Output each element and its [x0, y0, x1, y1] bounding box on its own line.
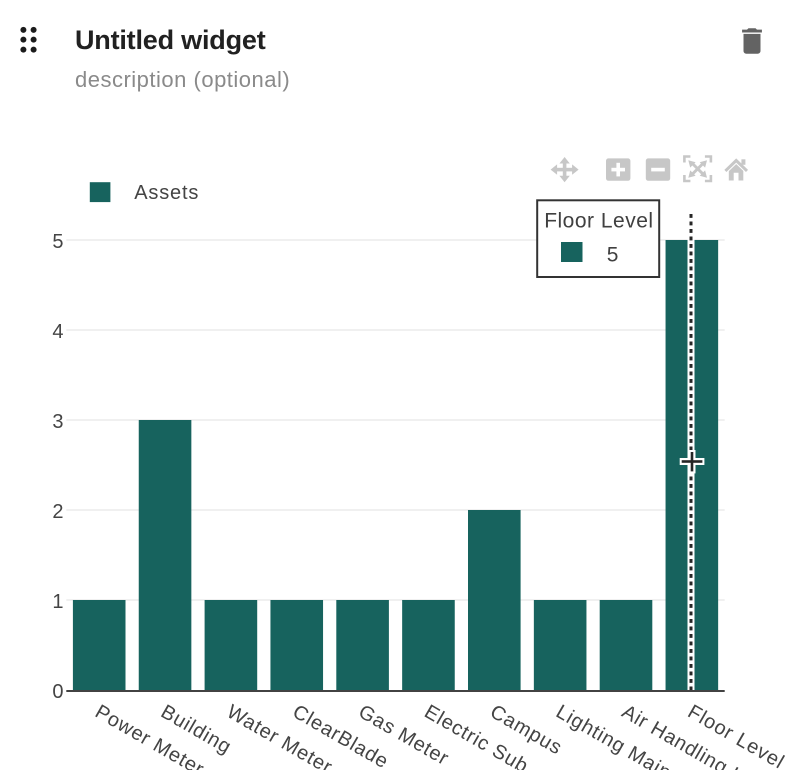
svg-text:5: 5 — [52, 231, 63, 253]
svg-text:4: 4 — [52, 321, 63, 343]
svg-text:5: 5 — [607, 244, 619, 267]
svg-text:0: 0 — [52, 681, 63, 703]
svg-text:2: 2 — [52, 501, 63, 523]
svg-text:3: 3 — [52, 411, 63, 433]
svg-text:Floor Level: Floor Level — [544, 210, 653, 233]
svg-text:Assets: Assets — [134, 182, 199, 204]
svg-text:1: 1 — [52, 591, 63, 613]
